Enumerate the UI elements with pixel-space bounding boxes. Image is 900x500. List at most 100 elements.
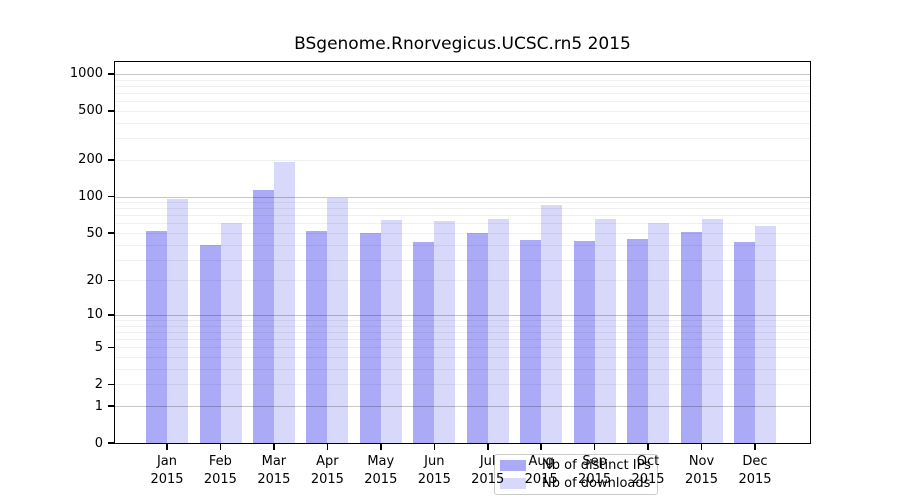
bar-downloads-jul <box>487 219 509 443</box>
y-tick-label-2: 2 <box>94 376 103 392</box>
x-tick-label-sep: Sep 2015 <box>578 454 612 487</box>
bar-downloads-nov <box>701 219 723 443</box>
x-tick-label-nov: Nov 2015 <box>684 454 719 487</box>
y-tick-label-10: 10 <box>86 307 103 323</box>
x-tick-label-aug: Aug 2015 <box>524 454 558 487</box>
y-tick-2 <box>108 383 115 386</box>
x-tick-label-jul: Jul 2015 <box>471 454 505 487</box>
gridline-minor-700 <box>115 93 810 94</box>
legend-swatch-downloads <box>500 478 526 489</box>
y-tick-50 <box>108 232 115 234</box>
gridline-minor-5 <box>115 347 810 349</box>
y-tick-label-500: 500 <box>78 103 103 119</box>
bar-downloads-jun <box>434 220 456 443</box>
bar-distinct-ips-sep <box>573 240 595 443</box>
x-tick-nov <box>700 443 703 450</box>
y-tick-20 <box>108 279 115 282</box>
plot-area: Nb of distinct IPs Nb of downloads <box>114 61 811 495</box>
bar-downloads-apr <box>327 198 349 443</box>
x-tick-mar <box>273 443 275 450</box>
legend-label-distinct-ips: Nb of distinct IPs <box>542 458 651 473</box>
legend-label-downloads: Nb of downloads <box>542 476 651 491</box>
gridline-minor-8 <box>115 325 810 327</box>
gridline-minor-300 <box>115 138 810 140</box>
x-tick-sep <box>593 443 596 450</box>
bar-distinct-ips-aug <box>520 239 542 443</box>
legend-item-downloads: Nb of downloads <box>500 476 651 491</box>
x-tick-apr <box>326 443 329 450</box>
y-tick-1000 <box>108 73 115 75</box>
x-tick-may <box>380 443 382 450</box>
gridline-major-1 <box>115 406 810 407</box>
grid-layer <box>115 62 810 443</box>
y-tick-1 <box>108 405 115 407</box>
bar-distinct-ips-jun <box>413 242 435 443</box>
y-tick-5 <box>108 346 115 348</box>
gridline-minor-600 <box>115 101 810 103</box>
gridline-minor-50 <box>115 233 810 234</box>
bar-distinct-ips-dec <box>734 242 755 443</box>
gridline-minor-80 <box>115 208 810 210</box>
x-tick-label-jun: Jun 2015 <box>417 454 451 487</box>
x-tick-label-mar: Mar 2015 <box>257 454 291 487</box>
bar-distinct-ips-jul <box>466 233 488 443</box>
bar-downloads-dec <box>755 226 776 443</box>
y-tick-label-20: 20 <box>86 272 103 288</box>
bar-downloads-jan <box>167 199 188 443</box>
gridline-minor-200 <box>115 159 810 161</box>
bar-downloads-sep <box>594 219 616 443</box>
y-tick-label-200: 200 <box>78 152 103 168</box>
bar-distinct-ips-oct <box>627 238 648 443</box>
gridline-minor-6 <box>115 339 810 341</box>
bar-distinct-ips-jan <box>146 230 167 443</box>
gridline-major-10 <box>115 314 810 316</box>
y-tick-label-50: 50 <box>86 225 103 241</box>
x-tick-dec <box>754 443 756 450</box>
y-tick-100 <box>108 195 115 198</box>
gridline-minor-90 <box>115 202 810 203</box>
bar-distinct-ips-may <box>359 233 381 443</box>
y-tick-label-0: 0 <box>94 435 103 451</box>
bar-distinct-ips-nov <box>680 231 702 443</box>
bar-downloads-mar <box>273 162 295 443</box>
y-tick-label-1000: 1000 <box>69 66 103 82</box>
gridline-minor-4 <box>115 357 810 358</box>
x-tick-jul <box>487 443 489 450</box>
x-tick-label-oct: Oct 2015 <box>631 454 665 487</box>
gridline-minor-30 <box>115 259 810 261</box>
legend-swatch-distinct-ips <box>500 460 526 471</box>
gridline-minor-20 <box>115 280 810 282</box>
gridline-minor-800 <box>115 85 810 87</box>
bar-downloads-oct <box>648 223 669 443</box>
x-tick-label-jan: Jan 2015 <box>150 454 184 487</box>
x-tick-feb <box>219 443 222 450</box>
x-tick-label-apr: Apr 2015 <box>310 454 344 487</box>
gridline-minor-70 <box>115 215 810 217</box>
gridline-minor-400 <box>115 122 810 124</box>
y-tick-200 <box>108 159 115 161</box>
x-tick-jun <box>433 443 435 450</box>
x-tick-label-may: May 2015 <box>364 454 398 487</box>
bars-layer <box>115 62 810 443</box>
x-tick-aug <box>540 443 542 450</box>
x-tick-jan <box>166 443 168 450</box>
gridline-minor-500 <box>115 110 810 112</box>
y-tick-label-100: 100 <box>78 189 103 204</box>
bar-distinct-ips-feb <box>199 244 221 443</box>
legend-item-distinct-ips: Nb of distinct IPs <box>500 458 651 473</box>
x-tick-oct <box>647 443 649 450</box>
y-tick-10 <box>108 314 115 316</box>
y-tick-label-1: 1 <box>94 398 103 414</box>
gridline-minor-7 <box>115 331 810 333</box>
bar-distinct-ips-mar <box>252 190 274 443</box>
gridline-major-1000 <box>115 73 810 75</box>
legend: Nb of distinct IPs Nb of downloads <box>494 454 658 495</box>
chart-title: BSgenome.Rnorvegicus.UCSC.rn5 2015 <box>294 34 631 54</box>
x-tick-label-feb: Feb 2015 <box>203 454 237 487</box>
gridline-major-100 <box>115 196 810 198</box>
bar-distinct-ips-apr <box>306 230 328 443</box>
bar-downloads-aug <box>541 205 563 443</box>
gridline-minor-3 <box>115 368 810 370</box>
x-tick-label-dec: Dec 2015 <box>738 454 772 487</box>
